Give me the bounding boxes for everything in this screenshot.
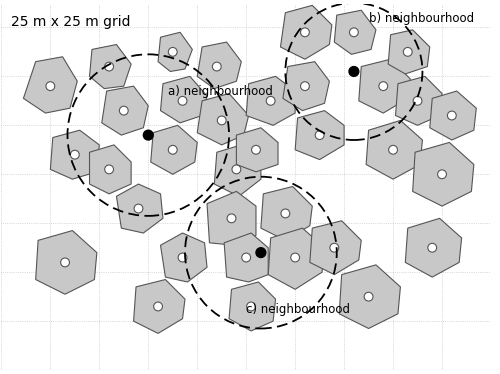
Circle shape [388, 145, 398, 154]
Polygon shape [229, 282, 276, 331]
Polygon shape [388, 30, 430, 74]
Circle shape [168, 145, 177, 154]
Circle shape [154, 302, 162, 311]
Circle shape [46, 82, 55, 91]
Text: c) neighbourhood: c) neighbourhood [246, 303, 350, 316]
Circle shape [300, 28, 310, 37]
Polygon shape [134, 279, 185, 333]
Circle shape [168, 47, 177, 56]
Polygon shape [36, 231, 97, 294]
Polygon shape [283, 62, 330, 111]
Polygon shape [268, 228, 324, 289]
Circle shape [120, 106, 128, 115]
Polygon shape [90, 45, 131, 89]
Polygon shape [158, 32, 192, 71]
Circle shape [404, 47, 412, 56]
Circle shape [178, 253, 187, 262]
Polygon shape [412, 142, 474, 206]
Polygon shape [236, 128, 278, 172]
Polygon shape [310, 221, 361, 275]
Polygon shape [396, 76, 442, 125]
Polygon shape [50, 130, 100, 179]
Polygon shape [339, 265, 400, 328]
Polygon shape [116, 184, 163, 233]
Circle shape [246, 302, 256, 311]
Polygon shape [366, 120, 422, 179]
Circle shape [134, 204, 143, 213]
Text: b) neighbourhood: b) neighbourhood [368, 12, 474, 25]
Circle shape [349, 67, 359, 76]
Circle shape [212, 62, 221, 71]
Circle shape [70, 150, 79, 159]
Polygon shape [246, 76, 295, 125]
Polygon shape [197, 94, 248, 145]
Polygon shape [102, 86, 148, 135]
Circle shape [218, 116, 226, 125]
Circle shape [281, 209, 290, 218]
Text: 25 m x 25 m grid: 25 m x 25 m grid [11, 15, 130, 29]
Circle shape [266, 96, 275, 105]
Circle shape [256, 248, 266, 258]
Circle shape [144, 130, 153, 140]
Polygon shape [160, 76, 207, 123]
Circle shape [227, 214, 236, 223]
Circle shape [60, 258, 70, 267]
Polygon shape [150, 125, 197, 174]
Circle shape [178, 96, 187, 105]
Circle shape [330, 243, 338, 252]
Polygon shape [24, 57, 78, 113]
Polygon shape [160, 233, 207, 282]
Circle shape [252, 145, 260, 154]
Circle shape [315, 131, 324, 140]
Circle shape [438, 170, 446, 179]
Circle shape [232, 165, 241, 174]
Circle shape [350, 28, 358, 37]
Polygon shape [214, 145, 261, 196]
Polygon shape [90, 145, 131, 194]
Circle shape [413, 96, 422, 105]
Circle shape [379, 82, 388, 91]
Polygon shape [406, 218, 462, 277]
Circle shape [364, 292, 373, 301]
Polygon shape [224, 233, 268, 282]
Polygon shape [430, 91, 476, 140]
Circle shape [300, 82, 310, 91]
Polygon shape [359, 59, 410, 113]
Circle shape [448, 111, 456, 120]
Circle shape [104, 62, 114, 71]
Polygon shape [280, 5, 332, 59]
Text: a) neighbourhood: a) neighbourhood [168, 85, 272, 98]
Polygon shape [197, 42, 242, 89]
Polygon shape [334, 10, 376, 54]
Circle shape [104, 165, 114, 174]
Polygon shape [261, 187, 312, 240]
Polygon shape [207, 191, 256, 245]
Circle shape [290, 253, 300, 262]
Circle shape [428, 243, 436, 252]
Circle shape [242, 253, 250, 262]
Polygon shape [295, 111, 344, 160]
